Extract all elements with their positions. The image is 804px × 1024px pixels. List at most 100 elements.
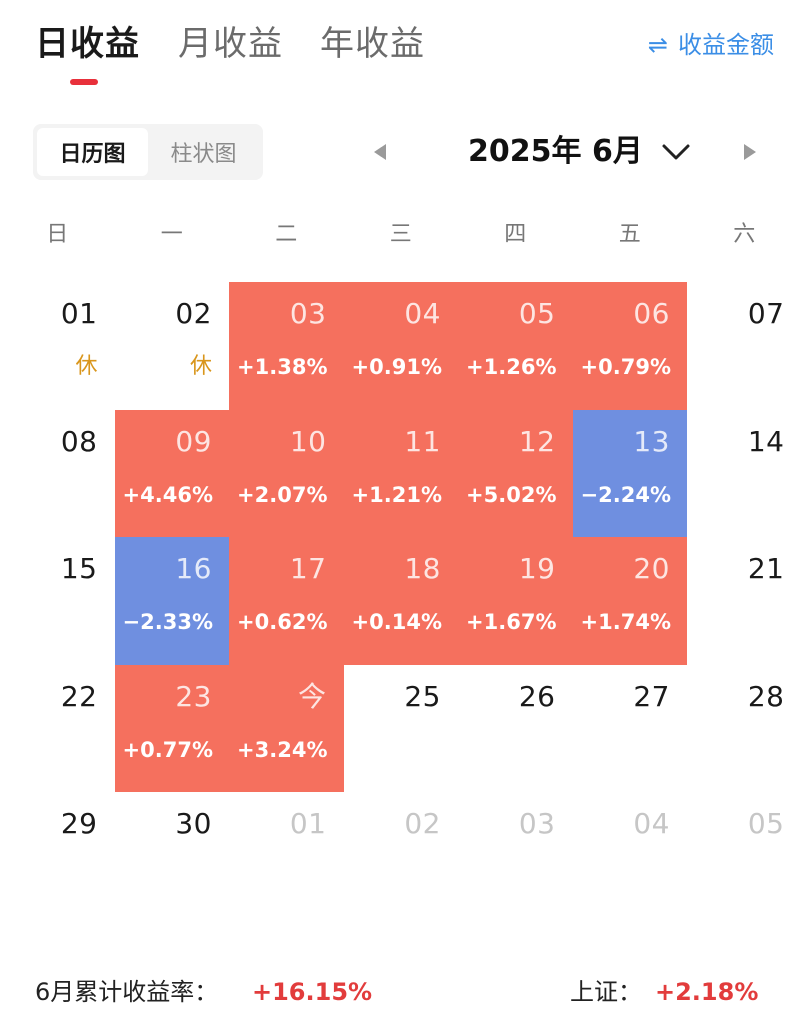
calendar-day-cell[interactable]: 06 +0.79% (572, 282, 687, 410)
calendar-day-cell[interactable]: 10 +2.07% (229, 409, 344, 537)
calendar-day-cell[interactable]: 17 +0.62% (229, 537, 344, 665)
day-number: 05 (518, 297, 556, 330)
daily-return: +2.07% (237, 482, 328, 507)
day-number: 18 (404, 552, 441, 585)
amount-toggle-label: 收益金额 (678, 31, 774, 59)
daily-return: +1.67% (466, 610, 557, 634)
amount-toggle-link[interactable]: ⇌ 收益金额 (648, 28, 774, 62)
calendar-day-cell[interactable]: 21 (687, 537, 802, 665)
daily-return: +4.46% (122, 482, 213, 507)
calendar-day-cell[interactable]: 05 (687, 792, 802, 920)
weekday-label: 二 (275, 222, 298, 247)
weekday-label: 三 (389, 222, 412, 247)
day-number: 01 (289, 807, 327, 840)
calendar-day-cell[interactable]: 28 (687, 665, 802, 793)
calendar-day-cell[interactable]: 01 (229, 792, 344, 920)
calendar-day-cell[interactable]: 26 (458, 665, 573, 793)
day-number: 23 (175, 679, 212, 713)
weekday-label: 日 (46, 222, 69, 247)
calendar-day-cell[interactable]: 09 +4.46% (114, 409, 229, 537)
daily-return: +3.24% (237, 737, 328, 762)
tab-daily[interactable]: 日收益 (35, 24, 140, 64)
day-number: 25 (404, 679, 441, 713)
weekday-label: 四 (504, 222, 527, 247)
day-number: 12 (518, 424, 556, 458)
day-number: 08 (60, 424, 98, 458)
calendar-day-cell[interactable]: 23 +0.77% (114, 664, 229, 792)
daily-return: −2.24% (580, 482, 671, 507)
calendar-grid: 01 休 02 休 03 +1.38% 04 +0.91% 05 +1.26% 06 +0.79% 07… (0, 282, 804, 852)
day-number: 15 (60, 552, 98, 585)
view-toggle: 日历图 柱状图 (33, 124, 263, 180)
cumulative-return-label: 6月累计收益率： (35, 978, 219, 1006)
weekday-header: 日 一 二 三 四 五 六 (0, 215, 804, 255)
day-number: 28 (747, 679, 785, 713)
calendar-day-cell[interactable]: 16 −2.33% (114, 537, 229, 665)
calendar-day-cell[interactable]: 11 +1.21% (343, 409, 458, 537)
day-number: 今 (297, 679, 327, 713)
calendar-day-cell[interactable]: 04 (573, 792, 688, 920)
day-number: 19 (518, 552, 556, 585)
day-number: 30 (175, 807, 212, 840)
active-tab-indicator (70, 79, 98, 85)
day-number: 06 (633, 297, 670, 330)
calendar-day-cell[interactable]: 08 (0, 410, 115, 538)
calendar-day-cell[interactable]: 04 +0.91% (343, 282, 458, 410)
calendar-day-cell[interactable]: 12 +5.02% (458, 409, 573, 537)
calendar-day-cell[interactable]: 02 (344, 792, 459, 920)
calendar-day-cell[interactable]: 29 (0, 792, 115, 920)
day-number: 03 (518, 807, 556, 840)
daily-return: +0.77% (122, 737, 213, 762)
calendar-day-cell[interactable]: 15 (0, 537, 115, 665)
day-number: 07 (747, 297, 785, 330)
calendar-day-cell[interactable]: 30 (115, 792, 230, 920)
calendar-day-cell[interactable]: 22 (0, 665, 115, 793)
chevron-down-icon[interactable] (660, 136, 692, 168)
calendar-day-cell[interactable]: 07 (687, 282, 802, 410)
prev-month-icon[interactable] (370, 140, 390, 164)
index-value: +2.18% (655, 978, 759, 1006)
calendar-day-cell[interactable]: 03 (458, 792, 573, 920)
day-number: 03 (289, 297, 327, 330)
bar-chart-view-button[interactable]: 柱状图 (170, 142, 237, 167)
calendar-day-cell[interactable]: 05 +1.26% (458, 282, 573, 410)
calendar-day-cell[interactable]: 18 +0.14% (343, 537, 458, 665)
calendar-day-cell[interactable]: 20 +1.74% (572, 537, 687, 665)
day-number: 22 (60, 679, 98, 713)
day-number: 14 (747, 424, 785, 458)
weekday-label: 六 (733, 222, 756, 247)
next-month-icon[interactable] (740, 140, 760, 164)
rest-day-label: 休 (189, 354, 212, 379)
day-number: 05 (747, 807, 785, 840)
month-title[interactable]: 2025年 6月 (468, 134, 643, 169)
swap-icon: ⇌ (647, 31, 668, 59)
calendar-day-cell[interactable]: 14 (687, 410, 802, 538)
calendar-day-cell[interactable]: 今 +3.24% (229, 664, 344, 792)
day-number: 21 (747, 552, 785, 585)
calendar-day-cell[interactable]: 27 (573, 665, 688, 793)
calendar-day-cell[interactable]: 19 +1.67% (458, 537, 573, 665)
calendar-view-button[interactable]: 日历图 (37, 128, 148, 176)
tab-monthly[interactable]: 月收益 (178, 24, 283, 64)
calendar-day-cell[interactable]: 01 休 (0, 282, 115, 410)
weekday-label: 五 (618, 222, 641, 247)
tab-yearly[interactable]: 年收益 (320, 24, 425, 64)
daily-return: +0.62% (237, 610, 328, 634)
daily-return: +5.02% (466, 482, 557, 507)
day-number: 04 (633, 807, 670, 840)
calendar-day-cell[interactable]: 03 +1.38% (229, 282, 344, 410)
day-number: 29 (60, 807, 98, 840)
daily-return: +1.38% (237, 355, 328, 379)
day-number: 09 (175, 424, 212, 458)
day-number: 27 (633, 679, 670, 713)
calendar-day-cell[interactable]: 02 休 (115, 282, 230, 410)
period-tabs: 日收益 月收益 年收益 ⇌ 收益金额 (0, 0, 804, 90)
day-number: 04 (404, 297, 441, 330)
daily-return: +1.74% (580, 610, 671, 634)
daily-return: −2.33% (122, 610, 213, 634)
day-number: 26 (518, 679, 556, 713)
rest-day-label: 休 (75, 354, 98, 379)
daily-return: +0.91% (351, 355, 442, 379)
calendar-day-cell[interactable]: 13 −2.24% (572, 409, 687, 537)
calendar-day-cell[interactable]: 25 (344, 665, 459, 793)
